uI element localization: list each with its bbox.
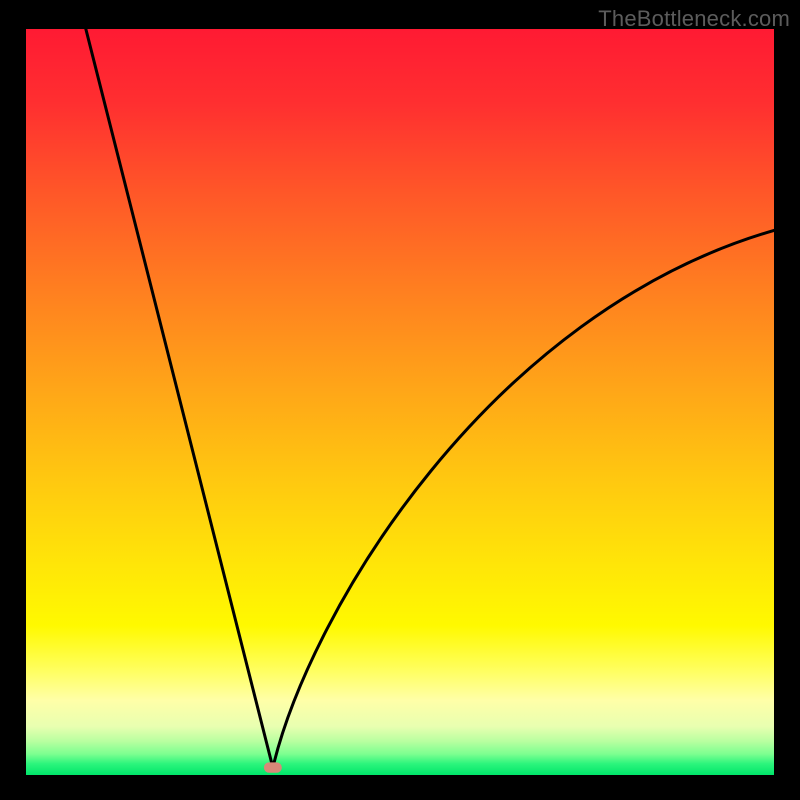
plot-area <box>26 29 774 775</box>
chart-frame: TheBottleneck.com <box>0 0 800 800</box>
optimal-marker <box>264 762 282 772</box>
watermark-text: TheBottleneck.com <box>598 6 790 32</box>
chart-background <box>26 29 774 775</box>
bottleneck-chart <box>26 29 774 775</box>
